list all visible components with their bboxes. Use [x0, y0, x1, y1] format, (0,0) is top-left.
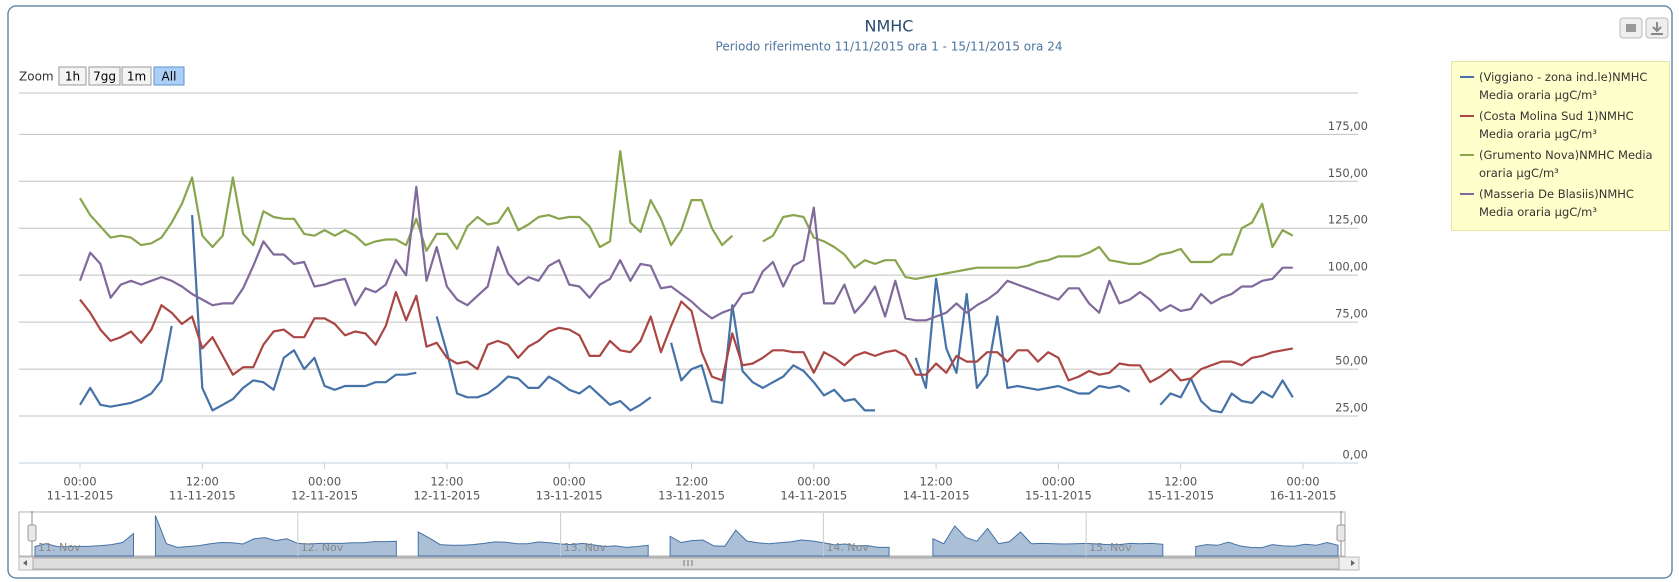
x-tick-date: 16-11-2015 [1270, 489, 1337, 503]
x-tick-date: 12-11-2015 [413, 489, 480, 503]
x-tick-label: 00:00 [63, 475, 96, 489]
export-buttons[interactable] [1619, 17, 1669, 39]
legend-swatch [1460, 76, 1474, 78]
chart-subtitle: Periodo riferimento 11/11/2015 ora 1 - 1… [716, 40, 1063, 54]
x-tick-date: 15-11-2015 [1025, 489, 1092, 503]
x-tick-label: 00:00 [1286, 475, 1319, 489]
x-tick-date: 15-11-2015 [1147, 489, 1214, 503]
legend-item[interactable]: (Grumento Nova)NMHC Media oraria µgC/m³ [1458, 146, 1663, 182]
zoom-button[interactable] [121, 66, 152, 86]
navigator-label: 13. Nov [564, 541, 607, 554]
x-tick-label: 00:00 [553, 475, 586, 489]
x-tick-label: 12:00 [675, 475, 708, 489]
chart-border [7, 5, 1673, 579]
y-tick-label: 150,00 [1328, 166, 1368, 180]
zoom-button[interactable] [58, 66, 87, 86]
navigator-area [932, 525, 1164, 557]
x-tick-label: 00:00 [1042, 475, 1075, 489]
zoom-button[interactable] [153, 66, 185, 86]
navigator-area [417, 531, 649, 557]
zoom-button[interactable] [88, 66, 121, 86]
print-icon [1626, 24, 1636, 32]
series-line [79, 291, 1294, 384]
x-tick-label: 12:00 [186, 475, 219, 489]
export-icon [1651, 22, 1663, 35]
x-tick-date: 12-11-2015 [291, 489, 358, 503]
legend-item[interactable]: (Masseria De Blasiis)NMHC Media oraria µ… [1458, 185, 1663, 221]
legend: (Viggiano - zona ind.le)NMHC Media orari… [1451, 61, 1670, 231]
y-tick-label: 125,00 [1328, 213, 1368, 227]
y-tick-label: 75,00 [1335, 307, 1368, 321]
y-tick-label: 50,00 [1335, 354, 1368, 368]
navigator-label: 11. Nov [38, 541, 81, 554]
scrollbar-grip [683, 560, 693, 566]
x-tick-label: 12:00 [920, 475, 953, 489]
navigator-area [34, 532, 135, 557]
y-tick-label: 175,00 [1328, 119, 1368, 133]
legend-item[interactable]: (Viggiano - zona ind.le)NMHC Media orari… [1458, 68, 1663, 104]
x-tick-label: 00:00 [308, 475, 341, 489]
legend-label: (Costa Molina Sud 1)NMHC Media oraria µg… [1479, 109, 1634, 141]
zoom-button-label: All [162, 70, 177, 84]
navigator-area [154, 515, 397, 557]
series-line [79, 215, 1294, 414]
x-tick-label: 00:00 [797, 475, 830, 489]
legend-label: (Grumento Nova)NMHC Media oraria µgC/m³ [1479, 148, 1653, 180]
series-line [78, 185, 1293, 322]
zoom-button-label: 7gg [93, 70, 116, 84]
x-tick-date: 14-11-2015 [780, 489, 847, 503]
y-tick-label: 100,00 [1328, 260, 1368, 274]
x-tick-date: 11-11-2015 [47, 489, 114, 503]
navigator-area [1195, 541, 1339, 557]
navigator-label: 12. Nov [301, 541, 344, 554]
y-tick-label: 25,00 [1335, 401, 1368, 415]
x-tick-date: 14-11-2015 [903, 489, 970, 503]
x-tick-date: 13-11-2015 [658, 489, 725, 503]
zoom-button-label: 1h [65, 70, 80, 84]
legend-swatch [1460, 154, 1474, 156]
zoom-label: Zoom [19, 70, 54, 84]
x-tick-date: 11-11-2015 [169, 489, 236, 503]
legend-item[interactable]: (Costa Molina Sud 1)NMHC Media oraria µg… [1458, 107, 1663, 143]
y-tick-label: 0,00 [1342, 448, 1368, 462]
zoom-button-label: 1m [127, 70, 146, 84]
legend-label: (Viggiano - zona ind.le)NMHC Media orari… [1479, 70, 1648, 102]
x-tick-label: 12:00 [1164, 475, 1197, 489]
x-tick-date: 13-11-2015 [536, 489, 603, 503]
scrollbar-thumb[interactable] [32, 557, 1340, 570]
navigator-handle[interactable] [1336, 524, 1346, 542]
legend-swatch [1460, 115, 1474, 117]
series-line [79, 150, 1294, 280]
navigator-handle[interactable] [27, 524, 37, 542]
navigator-label: 15. Nov [1089, 541, 1132, 554]
chart-title: NMHC [865, 17, 914, 36]
x-tick-label: 12:00 [430, 475, 463, 489]
legend-swatch [1460, 193, 1474, 195]
navigator-label: 14. Nov [826, 541, 869, 554]
legend-label: (Masseria De Blasiis)NMHC Media oraria µ… [1479, 187, 1634, 219]
navigator-area [669, 529, 890, 557]
